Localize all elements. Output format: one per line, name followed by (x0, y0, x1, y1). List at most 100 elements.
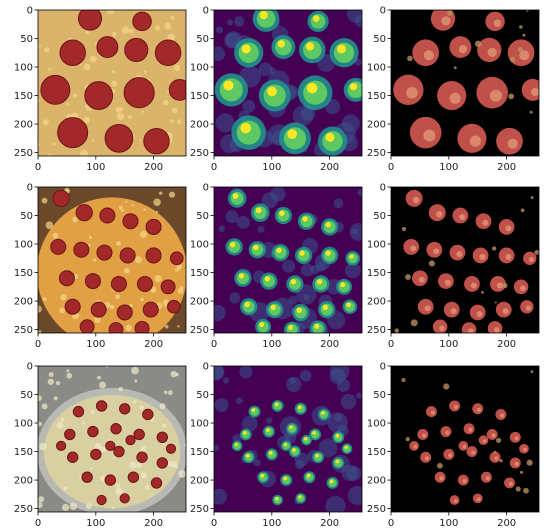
cheese-speckle (38, 502, 43, 509)
y-tick-label: 250 (190, 325, 209, 336)
x-tick-label: 100 (86, 162, 105, 173)
masked-highlight (476, 310, 483, 317)
masked-highlight (507, 138, 518, 149)
masked-highlight (469, 135, 481, 147)
y-tick-label: 0 (380, 362, 386, 373)
cheese-speckle (38, 305, 42, 313)
cheese-speckle (173, 64, 181, 72)
cheese-speckle (38, 98, 40, 102)
pepperoni (119, 403, 131, 415)
cheese-speckle (115, 487, 123, 496)
cheese-speckle (115, 294, 121, 300)
pepperoni (90, 448, 102, 461)
cheese-speckle (69, 502, 78, 511)
heat-blob (318, 438, 338, 458)
cheese-speckle (93, 258, 97, 262)
pepperoni (110, 423, 122, 435)
y-tick-label: 250 (14, 148, 33, 159)
masked-highlight (456, 251, 463, 258)
cheese-speckle (111, 80, 118, 87)
masked-highlight (523, 447, 527, 452)
mask-fragment (530, 196, 534, 200)
y-tick-label: 100 (190, 63, 209, 74)
pepperoni (104, 123, 134, 153)
y-tick-label: 100 (367, 63, 386, 74)
axes-frame (213, 186, 363, 334)
masked-highlight (450, 308, 457, 315)
y-tick-label: 250 (14, 325, 33, 336)
x-tick-label: 100 (439, 162, 458, 173)
cheese-speckle (55, 380, 61, 386)
pepperoni (156, 431, 168, 443)
pepperoni (116, 304, 133, 321)
cheese-speckle (162, 423, 167, 428)
cheese-speckle (72, 216, 78, 223)
cheese-speckle (176, 264, 183, 270)
mask-fragment (499, 459, 503, 463)
masked-highlight (453, 404, 458, 410)
x-tick-label: 200 (320, 162, 339, 173)
heat-spot-peak (283, 476, 288, 481)
y-tick-label: 50 (20, 211, 33, 222)
x-tick-label: 200 (497, 162, 516, 173)
cheese-speckle (61, 503, 70, 512)
heat-blob (241, 415, 258, 432)
cheese-speckle (88, 235, 93, 239)
heat-blob (214, 444, 220, 451)
x-tick-label: 0 (35, 162, 41, 173)
heat-spot-peak (223, 80, 234, 91)
masked-highlight (406, 86, 418, 99)
y-tick-label: 250 (367, 325, 386, 336)
y-tick-label: 100 (14, 63, 33, 74)
masked-highlight (424, 305, 431, 312)
heat-spot-peak (259, 11, 268, 20)
x-tick-label: 200 (144, 518, 163, 529)
mask-fragment (437, 462, 443, 469)
heat-spot-peak (302, 216, 308, 222)
x-tick-label: 200 (144, 339, 163, 350)
masked-highlight (462, 444, 467, 449)
masked-highlight (494, 327, 500, 333)
axes-frame (390, 9, 540, 157)
cheese-speckle (116, 112, 125, 121)
masked-highlight (444, 279, 451, 286)
heat-blob (225, 210, 239, 224)
pepperoni (119, 493, 130, 504)
cheese-speckle (121, 26, 130, 34)
cheese-speckle (111, 31, 117, 37)
x-tick-label: 100 (262, 339, 281, 350)
cheese-speckle (178, 470, 186, 478)
panel-image (214, 10, 362, 156)
heat-blob (299, 369, 312, 382)
panel-image (38, 366, 186, 512)
cheese-speckle (98, 381, 106, 389)
x-tick-label: 100 (86, 518, 105, 529)
heat-blob (333, 198, 344, 209)
y-tick-label: 200 (190, 120, 209, 131)
cheese-speckle (184, 443, 186, 447)
mask-fragment (493, 450, 497, 454)
pepperoni (167, 299, 181, 314)
mask-fragment (407, 55, 413, 62)
masked-highlight (494, 456, 499, 461)
cheese-speckle (91, 139, 95, 142)
y-tick-label: 100 (14, 240, 33, 251)
x-tick-label: 100 (262, 162, 281, 173)
y-tick-label: 200 (14, 120, 33, 131)
y-tick-label: 150 (190, 447, 209, 458)
cheese-speckle (43, 47, 50, 53)
cheese-speckle (85, 30, 90, 35)
mask-fragment (453, 66, 457, 70)
cheese-speckle (80, 149, 89, 156)
heat-spot-peak (296, 307, 302, 313)
pepperoni (58, 270, 75, 287)
cheese-speckle (38, 142, 40, 147)
cheese-speckle (154, 275, 162, 283)
cheese-speckle (41, 197, 48, 204)
heat-spot-peak (306, 82, 318, 94)
y-tick-label: 250 (190, 504, 209, 515)
cheese-speckle (154, 25, 161, 31)
masked-highlight (439, 476, 444, 481)
masked-highlight (505, 253, 512, 260)
